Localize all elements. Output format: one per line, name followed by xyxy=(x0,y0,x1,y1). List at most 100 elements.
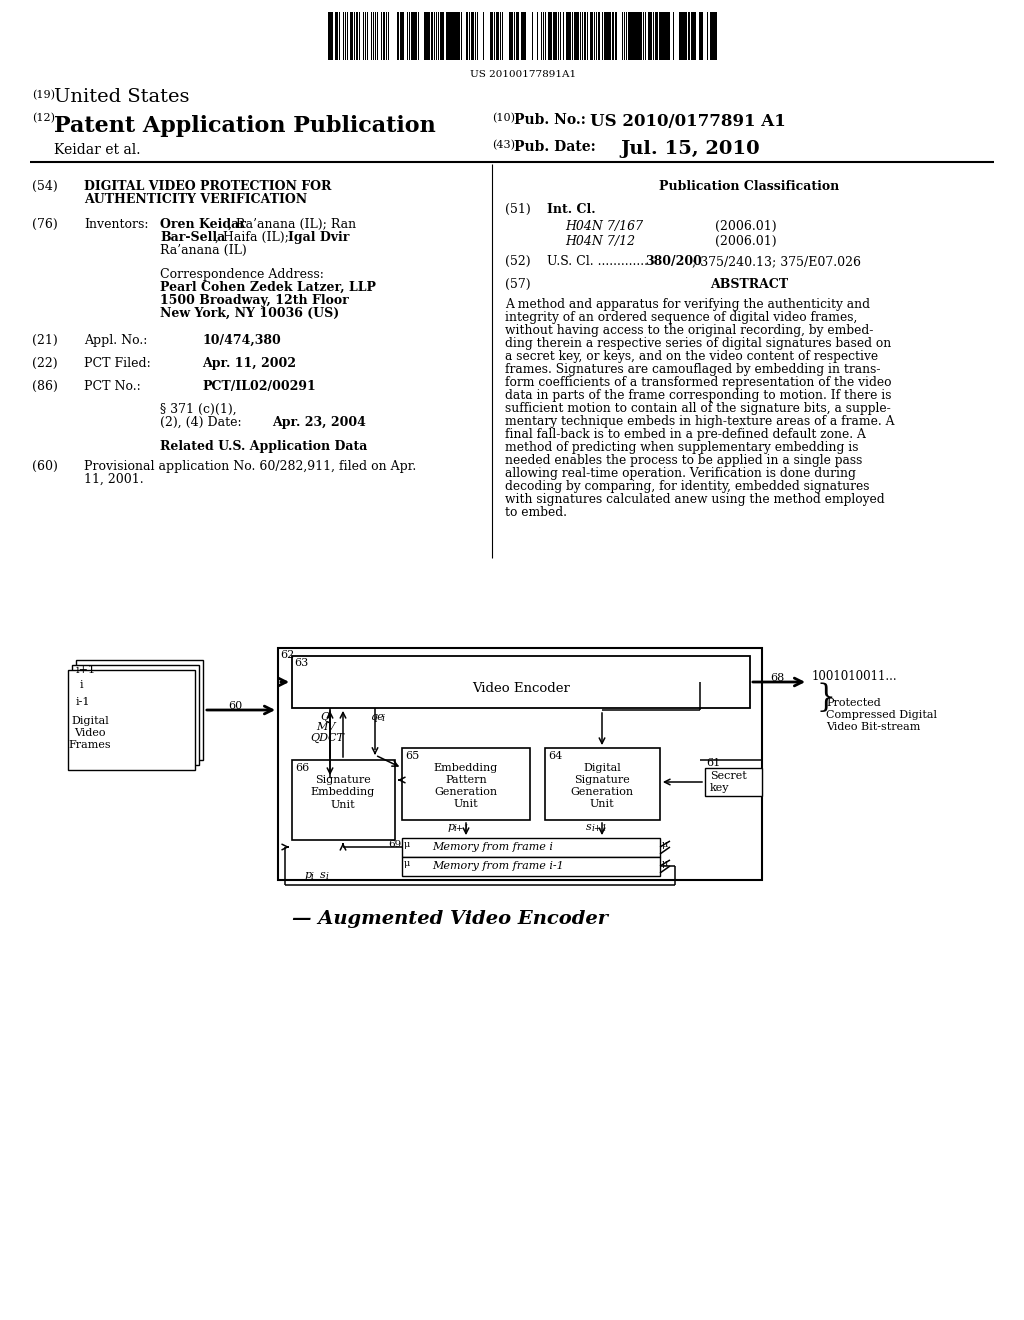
Text: (10): (10) xyxy=(492,114,515,123)
Text: Unit: Unit xyxy=(590,799,614,809)
Bar xyxy=(440,12,444,59)
Text: Memory from frame i-1: Memory from frame i-1 xyxy=(432,861,564,871)
Text: i: i xyxy=(382,714,385,723)
Bar xyxy=(598,12,600,59)
Bar xyxy=(402,857,660,876)
Text: Compressed Digital: Compressed Digital xyxy=(826,710,937,719)
Text: Signature: Signature xyxy=(574,775,630,785)
Bar xyxy=(496,12,499,59)
Text: form coefficients of a transformed representation of the video: form coefficients of a transformed repre… xyxy=(505,376,892,389)
Text: (76): (76) xyxy=(32,218,57,231)
Bar xyxy=(590,12,593,59)
Text: integrity of an ordered sequence of digital video frames,: integrity of an ordered sequence of digi… xyxy=(505,312,857,323)
Bar xyxy=(72,665,199,766)
Text: QDCT: QDCT xyxy=(310,733,344,743)
Bar xyxy=(648,12,652,59)
Text: Oren Keidar: Oren Keidar xyxy=(160,218,246,231)
Text: μ: μ xyxy=(662,859,669,869)
Text: Secret: Secret xyxy=(710,771,746,781)
Text: mentary technique embeds in high-texture areas of a frame. A: mentary technique embeds in high-texture… xyxy=(505,414,895,428)
Text: ; 375/240.13; 375/E07.026: ; 375/240.13; 375/E07.026 xyxy=(692,255,861,268)
Text: a secret key, or keys, and on the video content of respective: a secret key, or keys, and on the video … xyxy=(505,350,879,363)
Text: H04N 7/12: H04N 7/12 xyxy=(565,235,635,248)
Text: method of predicting when supplementary embedding is: method of predicting when supplementary … xyxy=(505,441,858,454)
Text: Keidar et al.: Keidar et al. xyxy=(54,143,140,157)
Text: MV: MV xyxy=(316,722,336,733)
Text: μ: μ xyxy=(662,840,669,849)
Text: Related U.S. Application Data: Related U.S. Application Data xyxy=(160,440,368,453)
Text: qe: qe xyxy=(370,711,384,722)
Text: § 371 (c)(1),: § 371 (c)(1), xyxy=(160,403,237,416)
Bar xyxy=(584,12,586,59)
Text: 61: 61 xyxy=(706,758,720,768)
Text: Pub. No.:: Pub. No.: xyxy=(514,114,586,127)
Text: needed enables the process to be applied in a single pass: needed enables the process to be applied… xyxy=(505,454,862,467)
Text: 66: 66 xyxy=(295,763,309,774)
Text: PCT Filed:: PCT Filed: xyxy=(84,356,151,370)
Text: Int. Cl.: Int. Cl. xyxy=(547,203,596,216)
Text: Provisional application No. 60/282,911, filed on Apr.: Provisional application No. 60/282,911, … xyxy=(84,459,416,473)
Bar xyxy=(705,768,762,796)
Text: H04N 7/167: H04N 7/167 xyxy=(565,220,643,234)
Bar xyxy=(446,12,460,59)
Bar xyxy=(566,12,571,59)
Text: 1001010011...: 1001010011... xyxy=(812,671,898,682)
Text: decoding by comparing, for identity, embedded signatures: decoding by comparing, for identity, emb… xyxy=(505,480,869,492)
Bar xyxy=(431,12,433,59)
Text: Frames: Frames xyxy=(69,741,112,750)
Bar xyxy=(521,12,526,59)
Text: with signatures calculated anew using the method employed: with signatures calculated anew using th… xyxy=(505,492,885,506)
Bar xyxy=(400,12,404,59)
Text: Unit: Unit xyxy=(454,799,478,809)
Text: 64: 64 xyxy=(548,751,562,762)
Text: A method and apparatus for verifying the authenticity and: A method and apparatus for verifying the… xyxy=(505,298,870,312)
Text: Apr. 11, 2002: Apr. 11, 2002 xyxy=(202,356,296,370)
Bar xyxy=(691,12,696,59)
Text: Pub. Date:: Pub. Date: xyxy=(514,140,596,154)
Text: Video: Video xyxy=(75,729,105,738)
Bar xyxy=(292,760,395,840)
Text: {: { xyxy=(810,680,829,710)
Text: Embedding: Embedding xyxy=(311,787,375,797)
Text: s: s xyxy=(586,822,592,832)
Text: Q: Q xyxy=(319,711,329,722)
Text: Embedding: Embedding xyxy=(434,763,498,774)
Text: Pattern: Pattern xyxy=(445,775,486,785)
Bar xyxy=(628,12,642,59)
Text: (51): (51) xyxy=(505,203,530,216)
Text: i+1: i+1 xyxy=(76,665,96,675)
Text: 63: 63 xyxy=(294,657,308,668)
Text: DIGITAL VIDEO PROTECTION FOR: DIGITAL VIDEO PROTECTION FOR xyxy=(84,180,332,193)
Text: Signature: Signature xyxy=(315,775,371,785)
Text: 1500 Broadway, 12th Floor: 1500 Broadway, 12th Floor xyxy=(160,294,349,308)
Bar xyxy=(699,12,703,59)
Text: Protected: Protected xyxy=(826,698,881,708)
Text: Memory from frame i: Memory from frame i xyxy=(432,842,553,851)
Text: p: p xyxy=(449,822,455,832)
Text: Unit: Unit xyxy=(331,800,355,810)
Text: New York, NY 10036 (US): New York, NY 10036 (US) xyxy=(160,308,339,319)
Text: frames. Signatures are camouflaged by embedding in trans-: frames. Signatures are camouflaged by em… xyxy=(505,363,881,376)
Text: (86): (86) xyxy=(32,380,58,393)
Text: Video Bit-stream: Video Bit-stream xyxy=(826,722,921,733)
Text: p: p xyxy=(305,870,312,880)
Bar xyxy=(76,660,203,760)
Text: μ: μ xyxy=(404,840,411,849)
Text: (52): (52) xyxy=(505,255,530,268)
Bar xyxy=(356,12,358,59)
Text: (57): (57) xyxy=(505,279,530,290)
Text: 69: 69 xyxy=(388,840,401,849)
Text: Bar-Sella: Bar-Sella xyxy=(160,231,225,244)
Bar xyxy=(402,748,530,820)
Text: i-1: i-1 xyxy=(76,697,90,708)
Text: PCT No.:: PCT No.: xyxy=(84,380,140,393)
Text: Apr. 23, 2004: Apr. 23, 2004 xyxy=(272,416,366,429)
Bar xyxy=(68,671,195,770)
Text: 68: 68 xyxy=(770,673,784,682)
Bar xyxy=(466,12,468,59)
Bar xyxy=(574,12,579,59)
Text: United States: United States xyxy=(54,88,189,106)
Text: , Ra’anana (IL); Ran: , Ra’anana (IL); Ran xyxy=(228,218,356,231)
Text: Digital: Digital xyxy=(583,763,621,774)
Text: (54): (54) xyxy=(32,180,57,193)
